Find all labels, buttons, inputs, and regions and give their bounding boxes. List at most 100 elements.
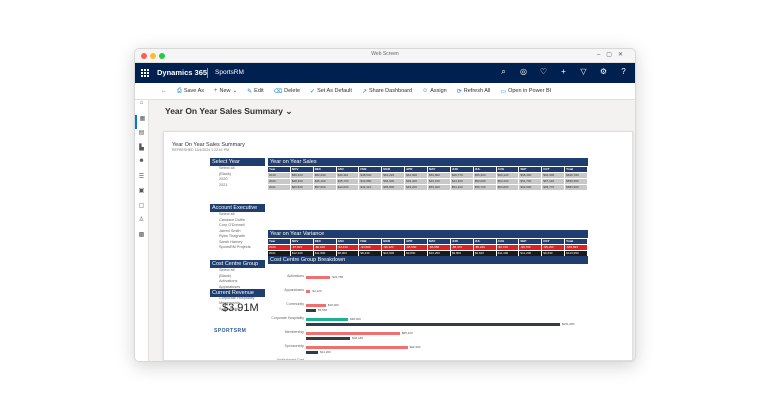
breakdown-bar[interactable] [306,360,317,361]
column-header: Total [565,167,588,172]
breakdown-bar[interactable] [306,276,331,279]
breakdown-row[interactable]: Community $18,300 $9,550 [268,302,588,316]
set-default-button[interactable]: ✓ Set As Default [310,88,352,95]
close-window-button[interactable] [141,53,147,59]
assign-button[interactable]: ☺ Assign [422,88,447,94]
slicer-option[interactable]: Apparatuses [219,284,241,289]
table-row[interactable]: 2021 $60,520 $57,900 $44,600 $42,310 $65,800 $… [268,185,588,190]
slicer-option[interactable]: Select all [219,268,235,272]
plus-icon[interactable]: + [561,67,566,76]
slicer-option[interactable]: 2021 [219,182,228,187]
slicer-header: Select Year [210,158,265,166]
column-header: DEC [313,167,337,172]
lightbulb-icon[interactable]: ♡ [539,67,548,76]
column-header: JUN [450,167,474,172]
save-as-button[interactable]: ⎙ Save As [177,88,204,95]
breakdown-row[interactable]: Apparatuses $4,120 [268,288,588,302]
slicer-option[interactable]: Activations [219,279,238,283]
breakdown-row[interactable]: Activations $22,786 [268,274,588,288]
user-icon[interactable]: ♙ [138,217,145,223]
document-icon[interactable]: ▢ [138,202,145,209]
breakdown-row[interactable]: Sponsorship $92,300 $11,200 [268,344,588,358]
breakdown-bar[interactable] [306,290,311,293]
table-cell: $62,300 [542,173,566,178]
breakdown-bar[interactable] [306,346,408,349]
building-icon[interactable]: ▙ [139,144,144,151]
slicer-option[interactable]: Sponsorship [219,306,241,311]
help-icon[interactable]: ? [621,67,626,76]
filter-icon[interactable]: ▽ [580,67,587,76]
column-header: JAN [336,239,360,244]
slicer-option[interactable]: Membership [219,301,240,305]
table-row[interactable]: 2019 $56,123 $52,200 $40,110 $38,540 $61,220 $… [268,173,588,178]
back-button[interactable]: ← [161,88,167,94]
breakdown-bar[interactable] [306,332,400,335]
table-cell: $54,100 [450,185,474,190]
share-dashboard-button[interactable]: ↗ Share Dashboard [362,88,412,95]
slicer-option[interactable]: Corporate Hospitality [219,295,255,300]
breakdown-bar[interactable] [306,304,326,307]
breakdown-bar[interactable] [306,323,560,326]
powerbi-report: Year On Year Sales Summary REFRESHED 13/… [163,131,633,361]
pencil-icon: ✎ [247,88,253,95]
breakdown-value: $11,200 [320,350,331,354]
gear-icon[interactable]: ⚙ [599,67,608,76]
brand-name[interactable]: Dynamics 365 [157,68,208,77]
chevron-down-icon: ⌄ [285,106,293,116]
table-row[interactable]: 2020 $48,200 $46,100 $35,700 $33,880 $54,900 $… [268,179,588,184]
report-icon[interactable]: ▩ [138,231,145,238]
list-icon[interactable]: ☰ [138,173,145,180]
current-revenue-header: Current Revenue [210,289,265,297]
page-title[interactable]: Year On Year Sales Summary ⌄ [165,106,292,117]
edit-button[interactable]: ✎ Edit [247,88,264,95]
table-cell: $53,400 [496,179,520,184]
contact-icon[interactable]: ☻ [138,158,145,164]
breakdown-value: $231,680 [561,322,575,326]
home-icon[interactable]: ⌂ [139,100,144,106]
slicer-option[interactable]: Sarah Harney [219,239,243,244]
slicer-option[interactable]: Jarred Smith [219,228,241,233]
edit-label: Edit [254,88,264,94]
table-row[interactable]: 2020 -$7,923 -$6,100 -$4,410 -$4,660 -$6,320-… [268,245,588,250]
breakdown-row[interactable]: Membership $85,420 $40,180 [268,330,588,344]
search-icon[interactable]: ⌕ [501,67,506,76]
refresh-all-button[interactable]: ⟳ Refresh All [457,88,491,95]
table-row[interactable]: 2021 $12,320 $11,800 $8,900 $8,430 $10,900 $9,… [268,251,588,256]
table-cell: $65,800 [382,185,406,190]
table-cell: $66,770 [542,185,566,190]
breakdown-bar[interactable] [306,318,348,321]
slicer-option[interactable]: Ryan Thagnath [219,234,245,238]
maximize-window-button[interactable] [159,53,165,59]
slicer-option[interactable]: Select all [219,212,235,216]
slicer-option[interactable]: Cory O'Donnell [219,223,245,227]
slicer-option[interactable]: (Blank) [219,273,232,278]
set-default-label: Set As Default [317,88,352,94]
delete-button[interactable]: ⌫ Delete [274,88,300,95]
window-titlebar: Web Screen –▢✕ [135,49,635,63]
dashboard-icon[interactable]: ▦ [135,114,148,129]
table-cell: $50,080 [473,179,497,184]
slicer-option[interactable]: SportsRM Projects [219,245,251,249]
new-button[interactable]: + New ⌄ [214,88,237,94]
minimize-window-button[interactable] [150,53,156,59]
app-launcher-icon[interactable] [141,69,149,77]
table-cell: -$5,160 [542,245,566,250]
breakdown-bar[interactable] [306,337,351,340]
slicer-option[interactable]: 2020 [219,177,228,181]
slicer-option[interactable]: Candace Duffie [219,217,246,222]
clipboard-icon[interactable]: ▤ [138,130,145,136]
breakdown-bar[interactable] [306,351,319,354]
breakdown-value: $4,120 [312,289,322,293]
breakdown-row[interactable]: Corporate Hospitality $38,000 $231,680 [268,316,588,330]
slicer-option[interactable]: (Blank) [219,171,232,176]
task-icon[interactable]: ◎ [520,67,527,76]
open-powerbi-button[interactable]: ▭ Open in Power BI [500,88,551,95]
breakdown-label: Corporate Hospitality [271,316,304,320]
app-name[interactable]: SportsRM [215,69,244,76]
calendar-icon[interactable]: ▣ [138,188,145,194]
breakdown-bar[interactable] [306,309,316,312]
breakdown-row[interactable]: Undisclosed Cost$10,450$224,600 [268,358,588,361]
select-year-slicer: Select Year Select all (Blank) 2020 2021 [210,158,265,188]
slicer-option[interactable]: Select all [219,166,235,170]
window-controls[interactable]: –▢✕ [596,52,629,58]
